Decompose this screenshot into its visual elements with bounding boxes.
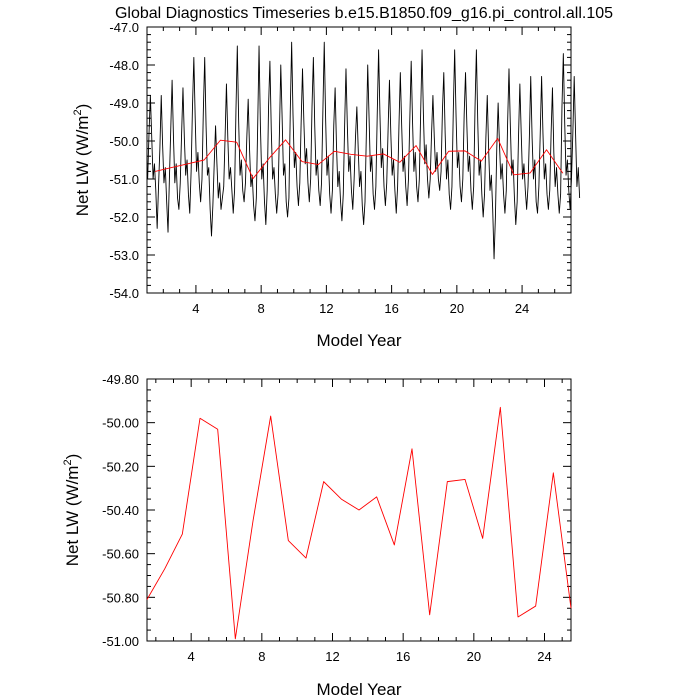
timeseries-panel-top: 4 8 12 16 20 24 -54.0 -53.0 -52.0 -51.0 -50.0 -49.0… bbox=[72, 20, 581, 350]
x-tick-label-bottom: 24 bbox=[537, 649, 551, 664]
x-tick-label-bottom: 8 bbox=[258, 649, 265, 664]
y-tick-label-top: -51.0 bbox=[109, 172, 139, 187]
series-group-top bbox=[147, 41, 581, 260]
y-axis-title-bottom-main: Net LW (W/m bbox=[63, 466, 82, 567]
y-tick-label-top: -53.0 bbox=[109, 248, 139, 263]
y-axis-title-bottom-end: ) bbox=[63, 454, 82, 460]
y-tick-label-bottom: -50.40 bbox=[102, 503, 139, 518]
x-axis-title-top: Model Year bbox=[316, 331, 401, 350]
y-tick-label-bottom: -50.60 bbox=[102, 547, 139, 562]
series-line-top-annual-mean bbox=[155, 137, 564, 180]
x-axis-title-bottom: Model Year bbox=[316, 680, 401, 699]
x-tick-label-top: 20 bbox=[450, 301, 464, 316]
y-axis-title-bottom: Net LW (W/m2) bbox=[62, 454, 82, 567]
chart-title: Global Diagnostics Timeseries b.e15.B185… bbox=[115, 5, 613, 22]
y-tick-label-top: -50.0 bbox=[109, 134, 139, 149]
y-axis-title-top-end: ) bbox=[73, 104, 92, 110]
y-axis-title-bottom-sup: 2 bbox=[62, 459, 74, 465]
x-tick-label-top: 8 bbox=[258, 301, 265, 316]
y-axis-title-top: Net LW (W/m2) bbox=[72, 104, 92, 217]
x-tick-label-bottom: 4 bbox=[188, 649, 195, 664]
y-tick-label-bottom: -50.80 bbox=[102, 590, 139, 605]
x-tick-label-top: 12 bbox=[319, 301, 333, 316]
series-line-top-monthly bbox=[147, 41, 581, 260]
y-tick-label-top: -49.0 bbox=[109, 96, 139, 111]
y-tick-label-bottom: -49.80 bbox=[102, 372, 139, 387]
y-tick-label-bottom: -50.20 bbox=[102, 459, 139, 474]
y-tick-label-top: -48.0 bbox=[109, 58, 139, 73]
y-tick-label-top: -52.0 bbox=[109, 210, 139, 225]
x-tick-label-top: 4 bbox=[192, 301, 199, 316]
y-tick-label-bottom: -50.00 bbox=[102, 416, 139, 431]
x-tick-label-bottom: 12 bbox=[325, 649, 339, 664]
axis-ticks-bottom: 4 8 12 16 20 24 -51.00 -50.80 -50.60 -50.40 -50.20… bbox=[102, 372, 571, 664]
x-tick-label-top: 16 bbox=[384, 301, 398, 316]
x-tick-label-bottom: 20 bbox=[467, 649, 481, 664]
y-axis-title-top-main: Net LW (W/m bbox=[73, 116, 92, 217]
series-line-bottom-annual-mean bbox=[146, 406, 572, 640]
x-tick-label-bottom: 16 bbox=[396, 649, 410, 664]
y-axis-title-top-sup: 2 bbox=[72, 109, 84, 115]
timeseries-panel-bottom: 4 8 12 16 20 24 -51.00 -50.80 -50.60 -50.40 -50.20… bbox=[62, 372, 572, 699]
axis-ticks-top: 4 8 12 16 20 24 -54.0 -53.0 -52.0 -51.0 -50.0 -49.0… bbox=[109, 20, 572, 316]
y-tick-label-top: -54.0 bbox=[109, 286, 139, 301]
y-tick-label-bottom: -51.00 bbox=[102, 634, 139, 649]
y-tick-label-top: -47.0 bbox=[109, 20, 139, 35]
series-group-bottom bbox=[146, 406, 572, 640]
x-tick-label-top: 24 bbox=[515, 301, 529, 316]
